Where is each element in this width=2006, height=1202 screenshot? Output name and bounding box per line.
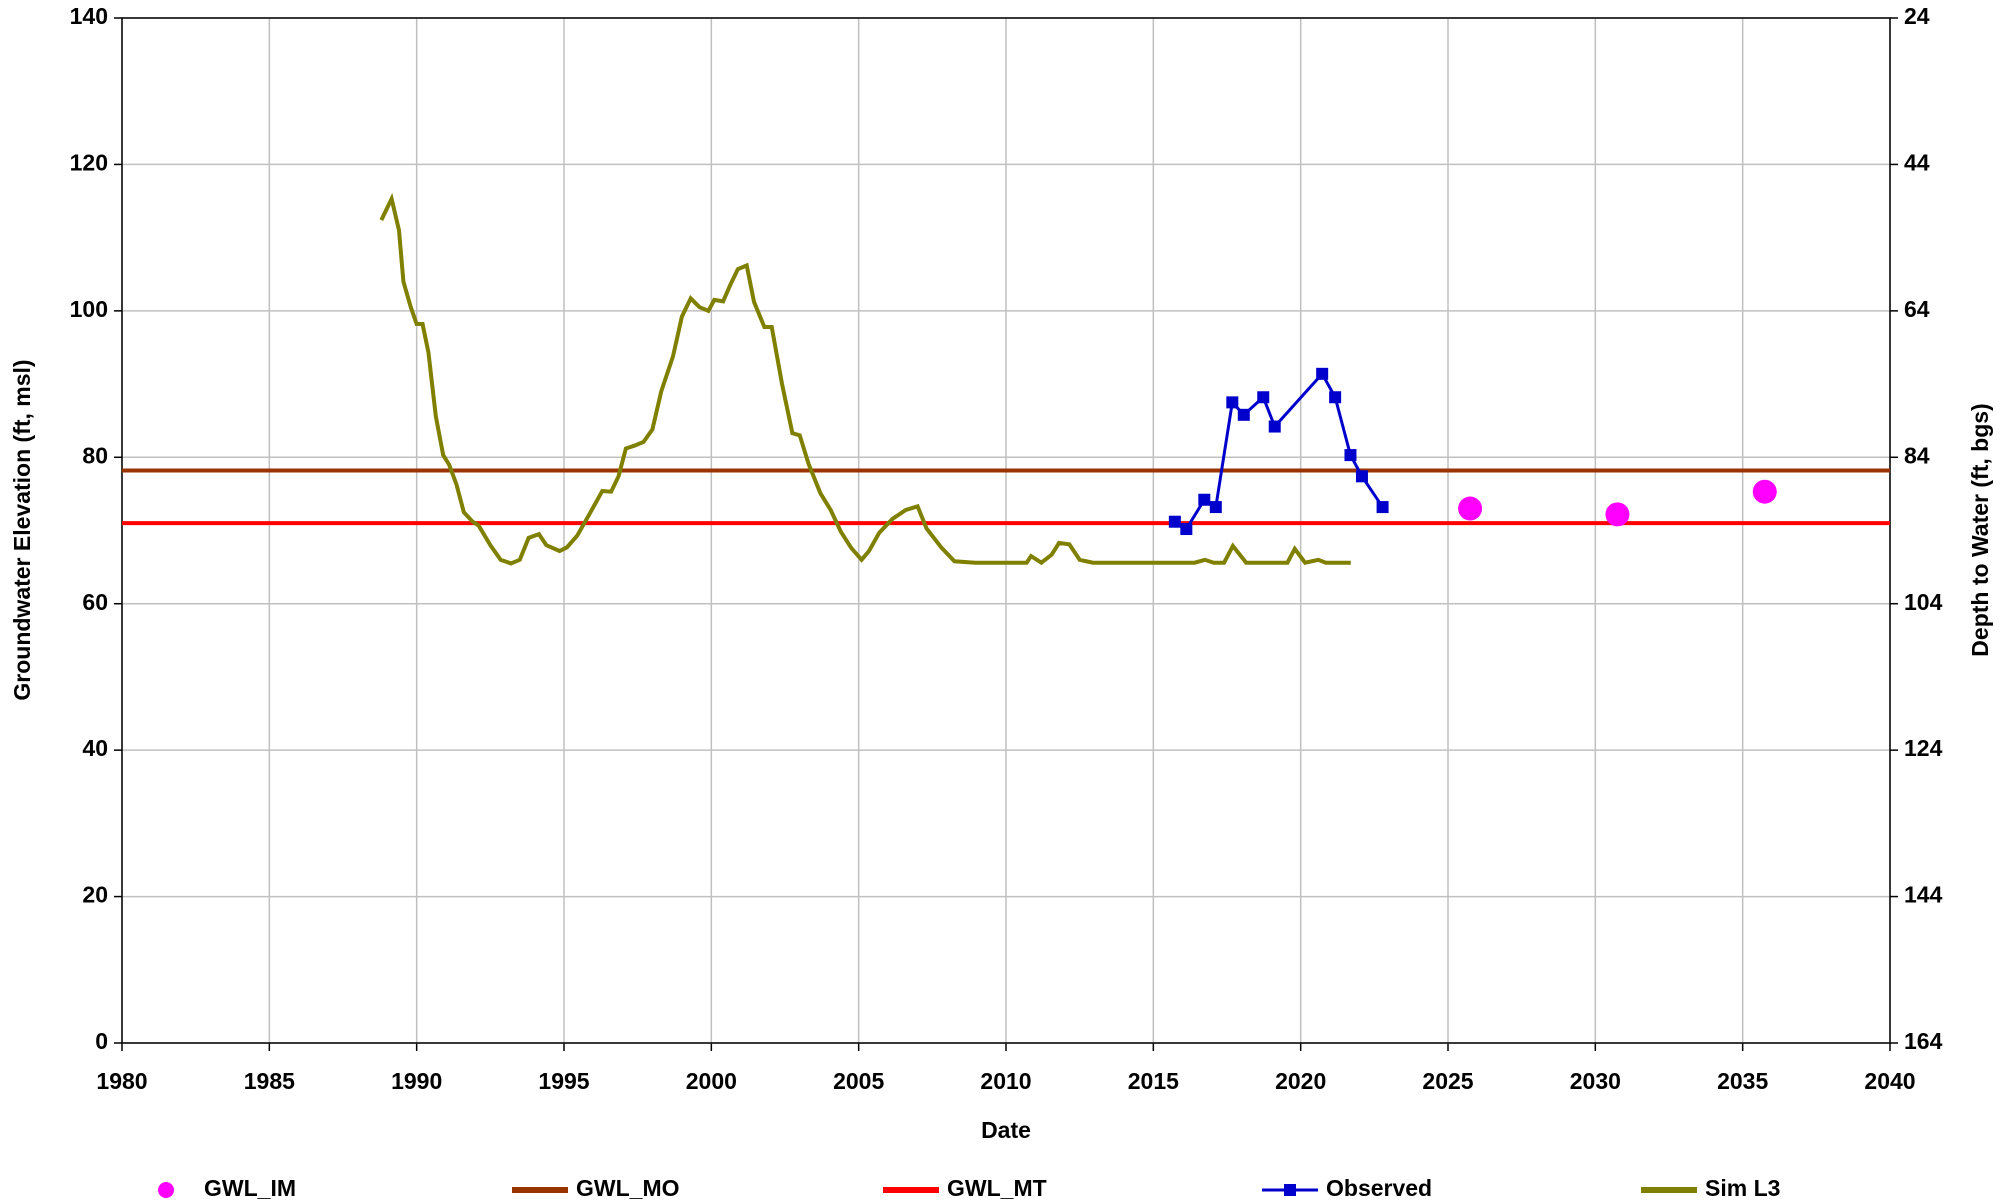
x-tick-label: 2040 <box>1864 1068 1915 1094</box>
point <box>1458 496 1483 521</box>
marker <box>1180 523 1193 536</box>
y2-tick-label: 104 <box>1904 589 1943 615</box>
y2-tick-label: 164 <box>1904 1028 1943 1054</box>
y-tick-label: 100 <box>70 296 108 322</box>
marker <box>1226 396 1239 409</box>
legend-label: Observed <box>1326 1175 1432 1201</box>
x-tick-label: 2005 <box>833 1068 884 1094</box>
x-tick-label: 2035 <box>1717 1068 1768 1094</box>
y-tick-label: 40 <box>82 735 108 761</box>
x-tick-label: 1985 <box>244 1068 295 1094</box>
x-tick-label: 1990 <box>391 1068 442 1094</box>
marker <box>1329 391 1342 404</box>
marker <box>1237 408 1250 421</box>
marker <box>1316 367 1329 380</box>
legend-marker <box>158 1182 174 1198</box>
y-tick-label: 60 <box>82 589 108 615</box>
marker <box>1209 501 1222 514</box>
y-tick-label: 0 <box>95 1028 108 1054</box>
x-tick-label: 1995 <box>538 1068 589 1094</box>
point <box>1605 502 1630 527</box>
line <box>379 192 1351 566</box>
legend-label: GWL_IM <box>204 1175 296 1201</box>
y2-tick-label: 44 <box>1904 150 1930 176</box>
marker <box>1257 391 1270 404</box>
point <box>1752 479 1777 504</box>
x-axis-title: Date <box>981 1117 1031 1143</box>
y-tick-label: 20 <box>82 882 108 908</box>
legend-label: GWL_MT <box>947 1175 1047 1201</box>
y-tick-label: 80 <box>82 442 108 468</box>
y2-tick-label: 124 <box>1904 735 1943 761</box>
y2-tick-label: 144 <box>1904 882 1943 908</box>
x-tick-label: 2030 <box>1570 1068 1621 1094</box>
legend-label: GWL_MO <box>576 1175 680 1201</box>
legend-label: Sim L3 <box>1705 1175 1780 1201</box>
y-tick-label: 140 <box>70 3 108 29</box>
x-tick-label: 2000 <box>686 1068 737 1094</box>
marker <box>1198 493 1211 506</box>
legend-marker <box>1284 1184 1296 1196</box>
x-tick-label: 2010 <box>980 1068 1031 1094</box>
x-tick-label: 2020 <box>1275 1068 1326 1094</box>
marker <box>1268 420 1281 433</box>
x-tick-label: 2025 <box>1422 1068 1473 1094</box>
y2-tick-label: 64 <box>1904 296 1930 322</box>
marker <box>1344 449 1357 462</box>
marker <box>1168 515 1181 528</box>
marker <box>1355 470 1368 483</box>
y-axis-title: Groundwater Elevation (ft, msl) <box>9 359 35 700</box>
marker <box>1376 501 1389 514</box>
x-tick-label: 2015 <box>1128 1068 1179 1094</box>
plot-frame <box>121 17 1891 1044</box>
y2-tick-label: 24 <box>1904 3 1930 29</box>
x-tick-label: 1980 <box>96 1068 147 1094</box>
y-tick-label: 120 <box>70 150 108 176</box>
y2-tick-label: 84 <box>1904 442 1930 468</box>
y2-axis-title: Depth to Water (ft, bgs) <box>1967 403 1993 656</box>
